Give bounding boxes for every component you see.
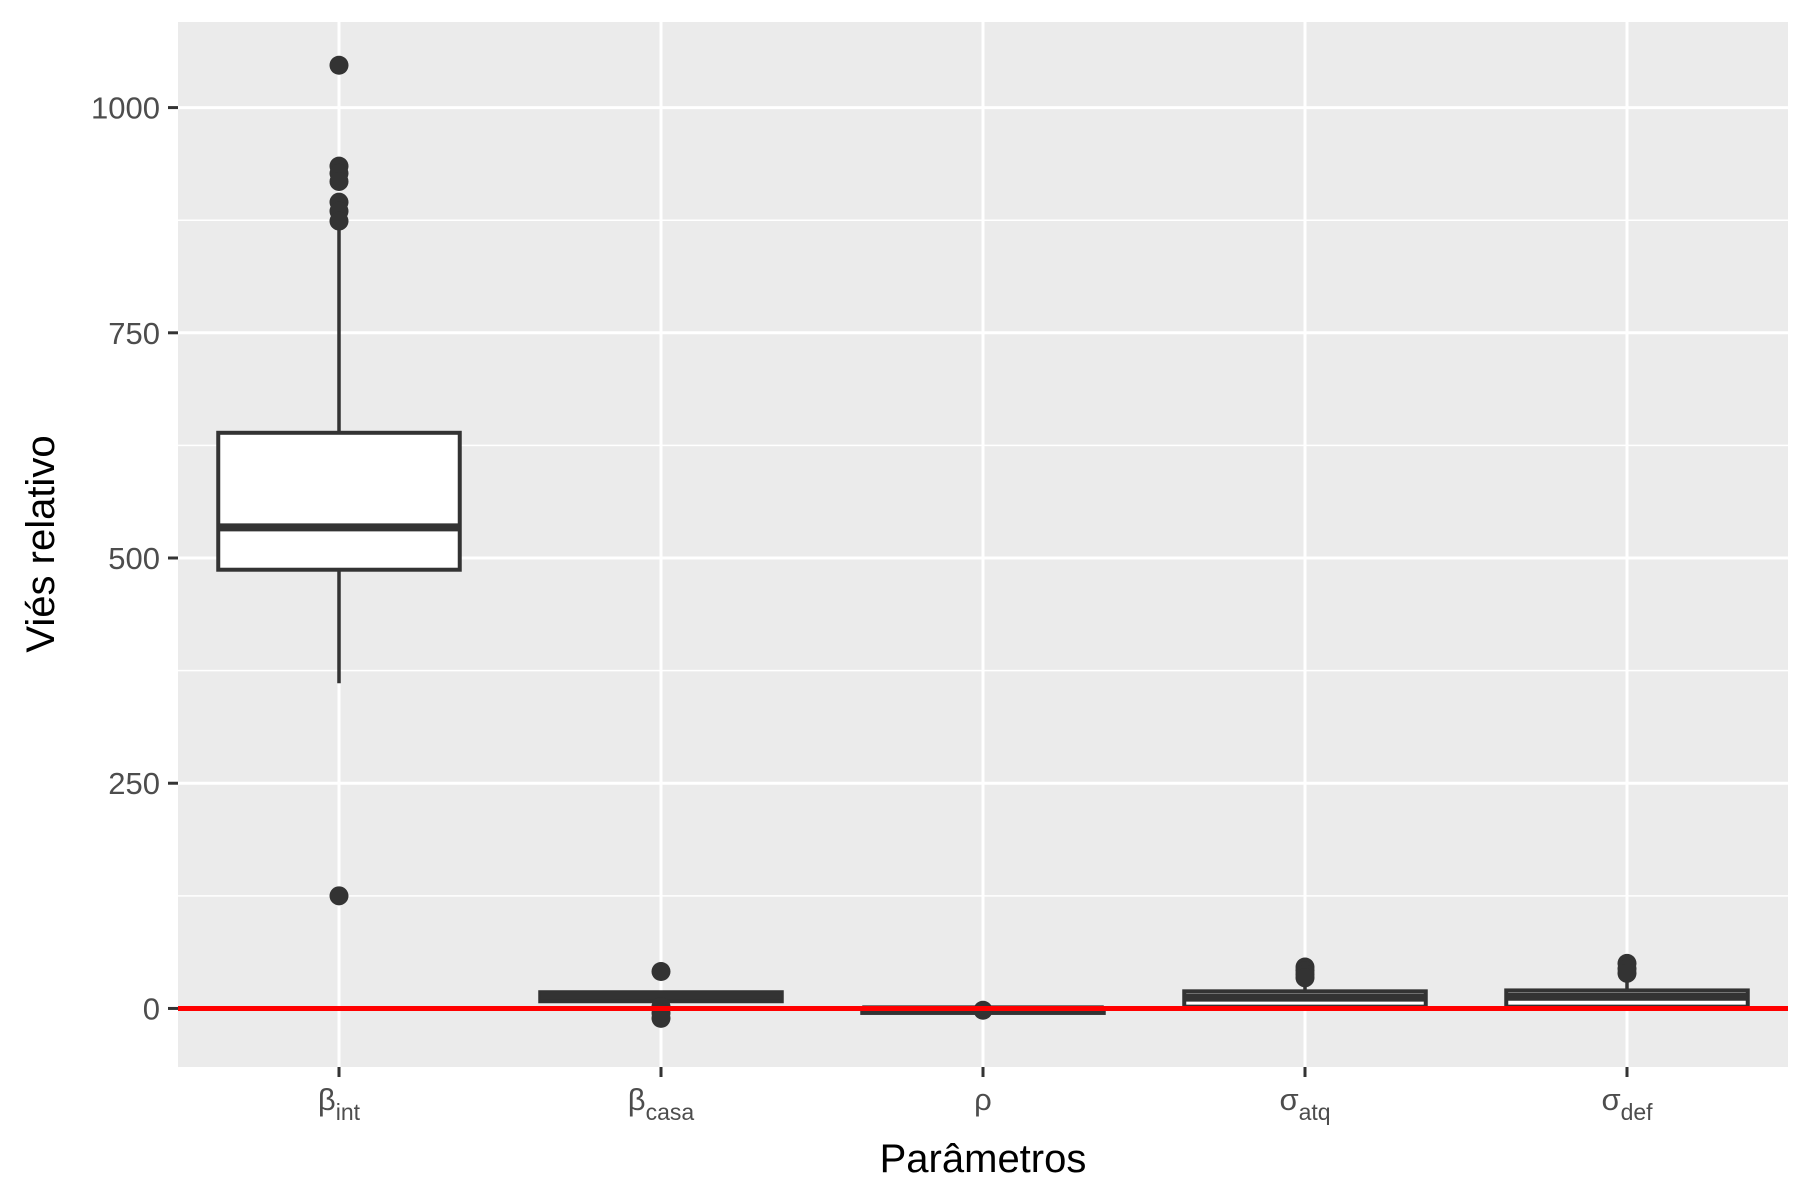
y-tick-label: 0 xyxy=(143,991,160,1026)
outlier-point xyxy=(1295,968,1315,988)
y-axis: 0 250 500 750 1000 xyxy=(91,91,178,1026)
box-group xyxy=(1182,957,1428,1009)
x-axis: βint βcasa ρ σatq σdef xyxy=(318,1067,1653,1125)
box-series xyxy=(216,55,1750,1028)
outlier-point xyxy=(651,962,671,982)
x-tick-label: βcasa xyxy=(628,1082,695,1125)
box-group xyxy=(538,962,784,1028)
x-tick-label: βint xyxy=(318,1082,361,1125)
outlier-point xyxy=(329,886,349,906)
x-tick-label: σatq xyxy=(1279,1082,1330,1125)
x-tick-label: ρ xyxy=(974,1082,992,1117)
box-group xyxy=(216,55,462,906)
y-tick-label: 750 xyxy=(108,316,160,351)
y-tick-label: 250 xyxy=(108,766,160,801)
outlier-point xyxy=(329,55,349,75)
outlier-point xyxy=(651,1008,671,1028)
box-iqr xyxy=(216,430,462,572)
outlier-point xyxy=(329,171,349,191)
x-tick-label: σdef xyxy=(1601,1082,1653,1125)
x-axis-title: Parâmetros xyxy=(880,1137,1087,1181)
y-axis-title: Viés relativo xyxy=(19,435,63,652)
outlier-point xyxy=(329,211,349,231)
y-tick-label: 1000 xyxy=(91,91,160,126)
y-tick-label: 500 xyxy=(108,541,160,576)
outlier-point xyxy=(1617,963,1637,983)
box-group xyxy=(1504,953,1750,1009)
